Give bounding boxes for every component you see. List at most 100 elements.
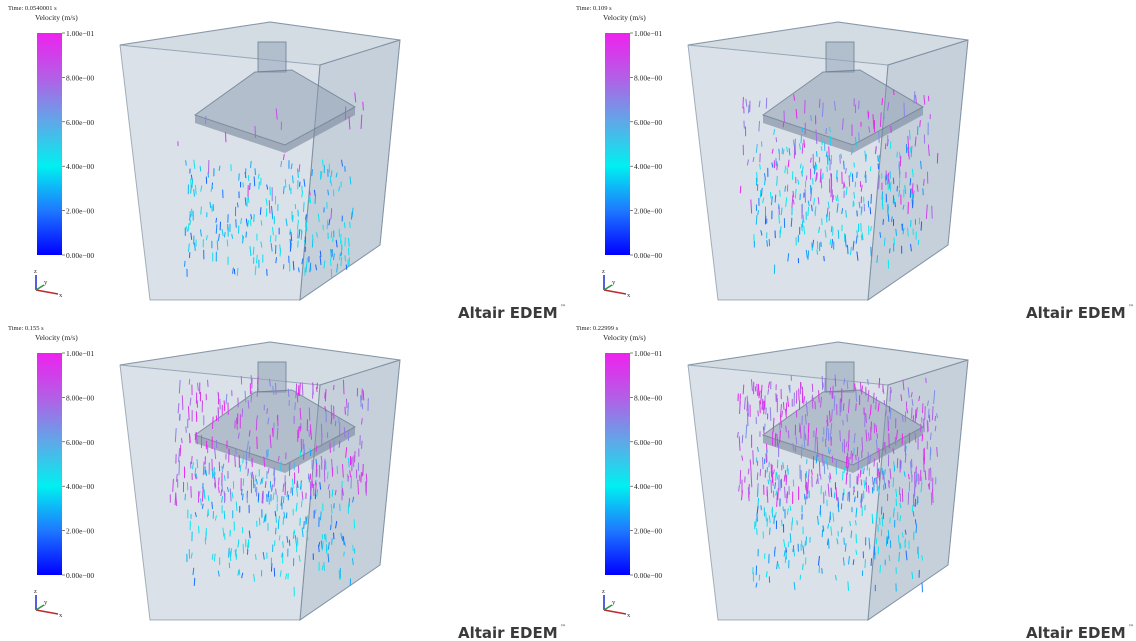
legend-title: Velocity (m/s) <box>603 13 646 22</box>
particle <box>775 547 776 552</box>
particle <box>250 183 251 189</box>
particle <box>905 441 906 451</box>
particle <box>304 203 305 212</box>
legend-label: 6.00e−00 <box>66 438 94 447</box>
particle <box>766 454 767 463</box>
particle <box>846 473 847 484</box>
particle <box>877 433 878 438</box>
particle <box>841 154 842 158</box>
particle <box>243 494 244 500</box>
axis-label: y <box>612 599 616 606</box>
particle <box>817 173 818 179</box>
particle <box>770 408 771 421</box>
particle <box>895 437 896 444</box>
particle <box>300 451 301 458</box>
particle <box>214 468 215 477</box>
particle <box>331 259 332 266</box>
particle <box>331 209 332 219</box>
particle <box>789 149 790 155</box>
particle <box>777 164 778 170</box>
particle <box>265 482 266 488</box>
particle <box>874 393 875 403</box>
color-bar <box>605 353 630 575</box>
particle <box>350 222 351 227</box>
particle <box>307 258 308 265</box>
particle <box>186 161 187 165</box>
particle <box>805 434 806 440</box>
particle <box>817 250 818 254</box>
particle <box>793 546 794 552</box>
legend-label: 4.00e−00 <box>66 482 94 491</box>
particle <box>197 460 198 468</box>
particle <box>888 173 889 184</box>
particle <box>274 423 275 435</box>
particle <box>223 464 224 468</box>
axis-label: x <box>59 292 63 299</box>
particle <box>177 474 178 481</box>
particle <box>821 175 822 188</box>
particle <box>872 477 873 484</box>
time-label: Time: 0.0540001 s <box>8 5 57 12</box>
particle <box>235 455 236 466</box>
particle <box>316 463 317 476</box>
legend-label: 2.00e−00 <box>66 207 94 216</box>
particle <box>905 530 906 534</box>
particle <box>348 403 349 416</box>
particle <box>920 121 921 127</box>
particle <box>854 487 855 492</box>
particle <box>240 465 241 471</box>
legend-label: 0.00e−00 <box>634 251 662 260</box>
particle <box>903 416 904 421</box>
particle <box>887 536 888 543</box>
particle <box>889 481 890 486</box>
particle <box>812 205 813 210</box>
particle <box>283 542 284 548</box>
particle <box>222 466 223 471</box>
particle <box>846 168 847 173</box>
legend-label: 0.00e−00 <box>66 251 94 260</box>
particle <box>777 493 778 507</box>
particle <box>765 180 766 185</box>
legend-label: 6.00e−00 <box>634 438 662 447</box>
particle <box>879 175 880 188</box>
legend-label: 1.00e−01 <box>634 29 662 38</box>
particle <box>778 489 779 500</box>
particle <box>239 174 240 180</box>
particle <box>849 492 850 501</box>
particle <box>320 482 321 489</box>
particle <box>865 171 866 177</box>
particle <box>353 558 354 564</box>
particle <box>890 182 891 191</box>
particle <box>320 512 321 520</box>
particle <box>188 407 189 420</box>
particle <box>255 126 256 137</box>
particle <box>257 384 258 397</box>
particle <box>292 479 293 488</box>
axis-label: z <box>34 588 37 595</box>
particle <box>298 241 299 247</box>
particle <box>747 396 748 406</box>
particle <box>215 483 216 488</box>
particle <box>237 203 238 207</box>
particle <box>868 379 869 384</box>
legend-label: 0.00e−00 <box>634 571 662 580</box>
particle <box>909 131 910 140</box>
particle <box>764 424 765 430</box>
particle <box>788 542 789 547</box>
axis-label: y <box>44 279 48 286</box>
particle <box>331 525 332 530</box>
axis-x <box>604 290 626 294</box>
particle <box>251 161 252 167</box>
particle <box>925 407 926 420</box>
particle <box>871 227 872 231</box>
particle <box>893 478 894 487</box>
particle <box>819 391 820 403</box>
axis-label: x <box>59 612 63 619</box>
particle <box>830 388 831 395</box>
panel: Time: 0.22999 sVelocity (m/s)1.00e−018.0… <box>576 325 1134 641</box>
particle <box>843 404 844 411</box>
particle <box>248 197 249 203</box>
particle <box>870 405 871 415</box>
particle <box>831 488 832 497</box>
particle <box>818 198 819 204</box>
